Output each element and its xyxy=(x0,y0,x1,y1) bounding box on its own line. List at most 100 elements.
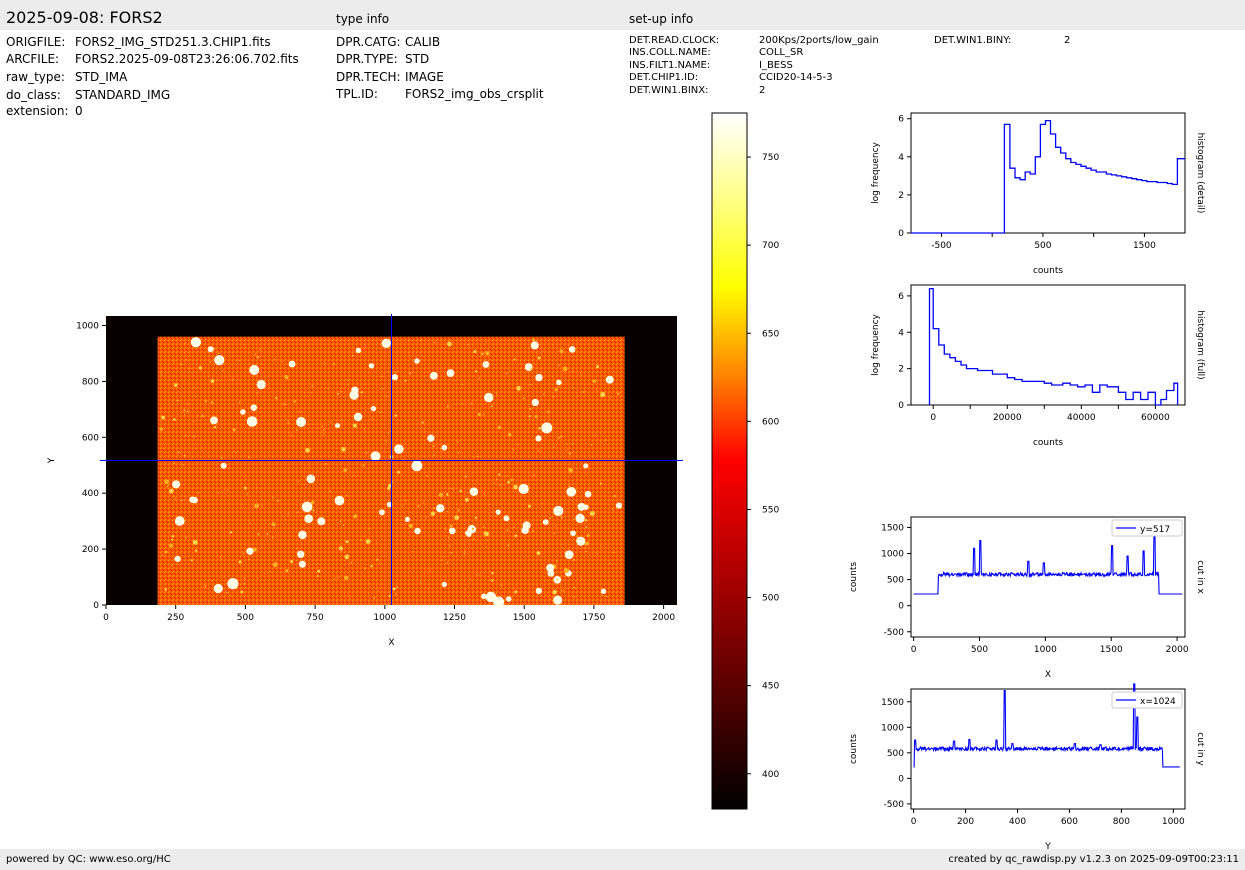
image-star xyxy=(334,423,341,429)
image-star xyxy=(596,389,598,391)
image-star xyxy=(487,539,489,542)
image-star xyxy=(573,559,576,561)
image-star xyxy=(349,597,351,599)
image-star xyxy=(210,580,212,582)
image-star xyxy=(193,435,195,438)
image-star xyxy=(471,471,474,473)
image-star xyxy=(439,447,442,450)
colorbar-tick-label: 600 xyxy=(762,417,779,427)
image-star xyxy=(370,405,377,412)
image-star xyxy=(513,526,516,529)
image-star xyxy=(330,421,332,424)
setup-info-key: INS.COLL.NAME: xyxy=(629,47,711,58)
image-star xyxy=(407,339,410,342)
image-star xyxy=(193,386,195,388)
image-star xyxy=(173,495,175,497)
histogram-full-y-tick-label: 2 xyxy=(898,365,904,375)
image-star xyxy=(382,388,384,390)
type-info-key: DPR.CATG: xyxy=(336,35,401,49)
image-star xyxy=(360,439,362,441)
image-star xyxy=(530,341,539,350)
image-star xyxy=(582,390,586,394)
image-star xyxy=(534,414,538,419)
image-star xyxy=(184,414,186,416)
image-star xyxy=(463,552,465,555)
image-star xyxy=(324,362,326,364)
image-star xyxy=(293,400,296,403)
file-info-value: STD_IMA xyxy=(75,70,128,84)
image-star xyxy=(485,351,490,356)
setup-info-key: DET.CHIP1.ID: xyxy=(629,72,699,83)
image-star xyxy=(305,447,310,453)
image-star xyxy=(503,515,510,522)
image-star xyxy=(344,540,347,542)
image-star xyxy=(568,485,570,487)
image-star xyxy=(555,525,557,527)
image-star xyxy=(275,397,278,400)
image-star xyxy=(169,575,171,577)
image-star xyxy=(599,482,602,485)
file-info-key: extension: xyxy=(6,104,69,118)
image-star xyxy=(254,353,256,355)
image-star xyxy=(174,555,181,563)
image-star xyxy=(512,449,514,451)
image-star xyxy=(490,405,493,408)
image-star xyxy=(192,539,198,545)
image-star xyxy=(464,550,466,552)
image-star xyxy=(327,387,329,389)
image-star xyxy=(243,577,246,579)
cut-x-right-label: cut in x xyxy=(1195,560,1205,594)
image-star xyxy=(522,397,525,400)
section-setup-info: set-up info xyxy=(629,12,694,26)
image-star xyxy=(321,425,323,428)
image-star xyxy=(589,510,595,516)
image-star xyxy=(317,575,319,577)
image-star xyxy=(617,392,620,395)
image-star xyxy=(585,519,588,522)
image-star xyxy=(447,537,450,539)
file-info-value: 0 xyxy=(75,104,83,118)
image-star xyxy=(261,505,263,507)
histogram-detail-y-tick-label: 2 xyxy=(898,191,904,201)
image-star xyxy=(549,517,552,519)
file-info-key: ARCFILE: xyxy=(6,52,60,66)
image-star xyxy=(447,341,452,347)
image-star xyxy=(299,410,301,413)
image-star xyxy=(542,519,549,525)
image-star xyxy=(560,589,563,592)
image-star xyxy=(566,449,568,451)
colorbar-tick-label: 700 xyxy=(762,241,779,251)
setup-info-value: 2 xyxy=(1064,35,1071,46)
image-star xyxy=(174,516,185,526)
image-star xyxy=(329,490,331,492)
image-star xyxy=(172,400,174,402)
image-star xyxy=(479,574,481,576)
histogram-detail-y-label: log frequency xyxy=(871,141,881,203)
image-y-tick-label: 0 xyxy=(93,601,99,611)
image-star xyxy=(453,488,455,491)
image-star xyxy=(401,505,403,507)
image-star xyxy=(301,501,313,513)
image-star xyxy=(229,531,232,534)
cut-y-frame xyxy=(910,688,1186,810)
image-star xyxy=(284,519,286,521)
image-star xyxy=(427,434,435,442)
type-info-value: CALIB xyxy=(405,35,441,49)
image-star xyxy=(310,392,312,394)
image-star xyxy=(281,361,283,363)
image-star xyxy=(179,363,183,366)
image-star xyxy=(177,399,179,402)
image-star xyxy=(394,444,404,454)
image-star xyxy=(316,427,318,429)
image-star xyxy=(192,420,194,423)
image-star xyxy=(577,502,586,511)
cut-y-y-tick-label: -500 xyxy=(884,800,905,810)
image-star xyxy=(180,500,183,502)
footer-left: powered by QC: www.eso.org/HC xyxy=(6,854,171,865)
image-star xyxy=(173,462,176,464)
image-star xyxy=(507,480,511,484)
image-star xyxy=(316,563,318,565)
cut-x-legend-label: y=517 xyxy=(1140,525,1170,535)
image-star xyxy=(161,482,163,484)
image-y-label: Y xyxy=(47,457,57,464)
